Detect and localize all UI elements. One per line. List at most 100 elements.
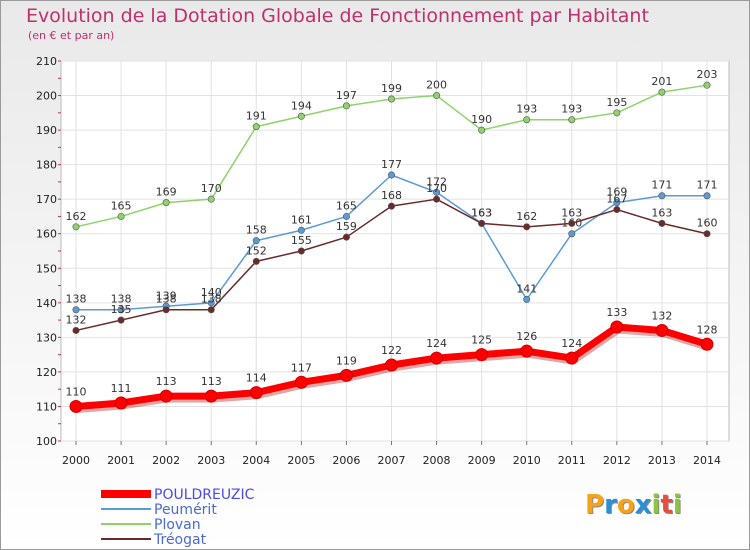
data-point (523, 295, 531, 303)
data-label: 124 (426, 337, 447, 350)
data-point (613, 199, 621, 207)
data-label: 158 (246, 224, 267, 237)
series-peumerit: 1381381391401581611651771721631411601691… (66, 158, 718, 314)
data-label: 162 (516, 210, 537, 223)
data-point (703, 192, 711, 200)
data-label: 194 (291, 99, 312, 112)
data-label: 169 (606, 186, 627, 199)
series-plovan: 162 165 169 170 191 194 197 199 200 190 193 193 195 2… (66, 68, 718, 231)
y-tick-label: 200 (36, 90, 57, 103)
logo-letter: o (616, 490, 635, 520)
data-label: 165 (111, 199, 132, 212)
data-point (117, 316, 125, 324)
data-label: 191 (246, 110, 267, 123)
data-point (478, 219, 486, 227)
data-point (117, 212, 125, 220)
data-label: 132 (66, 313, 87, 326)
data-label: 165 (336, 199, 357, 212)
data-label: 111 (111, 382, 132, 395)
data-point (72, 306, 80, 314)
proxiti-logo: Proxiti (585, 490, 682, 520)
data-label: 114 (246, 372, 267, 385)
data-label: 163 (651, 206, 672, 219)
data-point (523, 223, 531, 231)
legend-label-peumerit: Peumérit (154, 502, 217, 518)
x-tick-label: 2000 (62, 454, 90, 467)
data-label: 172 (426, 175, 447, 188)
data-point (207, 195, 215, 203)
data-point (433, 92, 441, 100)
data-label: 155 (291, 234, 312, 247)
data-point (72, 326, 80, 334)
data-label: 199 (381, 82, 402, 95)
data-point (523, 116, 531, 124)
data-label: 161 (291, 213, 312, 226)
data-point (72, 223, 80, 231)
data-point (433, 188, 441, 196)
logo-letter: i (651, 490, 661, 520)
data-point (114, 396, 128, 410)
x-tick-label: 2011 (558, 454, 586, 467)
data-label: 171 (651, 179, 672, 192)
data-point (478, 126, 486, 134)
data-point (252, 237, 260, 245)
data-point (568, 116, 576, 124)
data-point (69, 399, 83, 413)
data-point (430, 351, 444, 365)
data-label: 138 (66, 293, 87, 306)
series-pouldreuzic: 110 111 113 113 114 117 119 122 124 125 126 124 133 1… (66, 306, 718, 413)
data-label: 203 (697, 68, 718, 81)
data-point (342, 102, 350, 110)
data-point (387, 171, 395, 179)
data-point (613, 109, 621, 117)
x-tick-label: 2013 (648, 454, 676, 467)
y-tick-label: 170 (36, 193, 57, 206)
logo-letter: t (660, 490, 673, 520)
data-label: 195 (606, 96, 627, 109)
data-label: 126 (516, 330, 537, 343)
data-label: 177 (381, 158, 402, 171)
data-label: 170 (426, 182, 447, 195)
data-point (162, 306, 170, 314)
data-point (568, 219, 576, 227)
data-point (297, 247, 305, 255)
data-label: 168 (381, 189, 402, 202)
data-point (385, 358, 398, 372)
y-tick-label: 100 (36, 435, 57, 448)
data-label: 169 (156, 186, 177, 199)
data-label: 141 (516, 282, 537, 295)
logo-letter: x (634, 490, 652, 520)
data-point (297, 112, 305, 120)
logo-letter: r (604, 490, 617, 520)
data-label: 152 (246, 244, 267, 257)
data-point (658, 192, 666, 200)
logo-letter: i (672, 490, 682, 520)
x-tick-label: 2004 (242, 454, 270, 467)
x-tick-label: 2006 (332, 454, 360, 467)
data-label: 122 (381, 344, 402, 357)
data-label: 138 (111, 293, 132, 306)
data-label: 140 (201, 286, 222, 299)
data-label: 132 (651, 309, 672, 322)
data-point (252, 257, 260, 265)
data-label: 163 (561, 206, 582, 219)
x-tick-label: 2003 (197, 454, 225, 467)
data-point (565, 351, 579, 365)
data-label: 160 (697, 217, 718, 230)
data-point (207, 306, 215, 314)
data-point (658, 88, 666, 96)
y-tick-label: 180 (36, 159, 57, 172)
data-point (207, 299, 215, 307)
x-tick-label: 2010 (513, 454, 541, 467)
data-label: 128 (697, 323, 718, 336)
data-label: 138 (156, 293, 177, 306)
data-label: 138 (201, 293, 222, 306)
data-label: 113 (156, 375, 177, 388)
data-point (610, 320, 624, 334)
x-tick-label: 2002 (152, 454, 180, 467)
data-label: 159 (336, 220, 357, 233)
data-label: 163 (471, 206, 492, 219)
data-label: 193 (561, 103, 582, 116)
